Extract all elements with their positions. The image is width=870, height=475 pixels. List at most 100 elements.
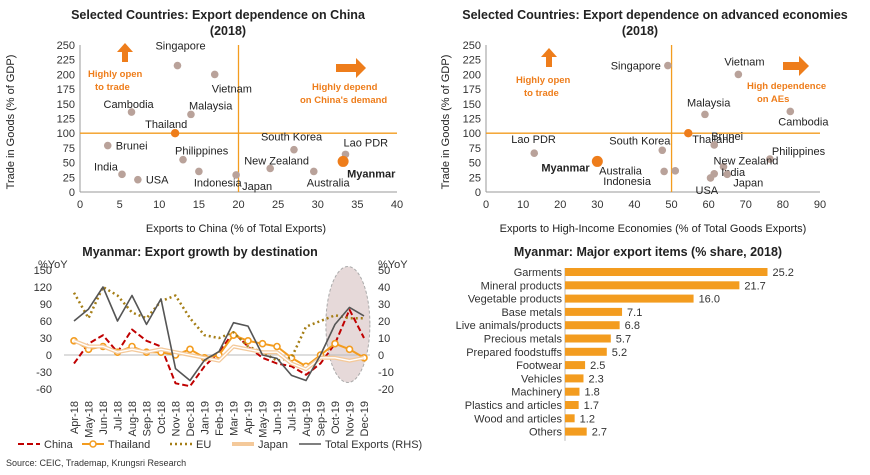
- arrow-right-icon: [783, 56, 809, 76]
- x-tick-label: 40: [391, 199, 403, 211]
- bar-value-label: 2.5: [590, 360, 605, 372]
- y-right-tick-label: 10: [378, 333, 390, 345]
- data-point: [232, 171, 240, 179]
- y-tick-label: 225: [463, 55, 481, 67]
- y-tick-label: 25: [63, 172, 75, 184]
- category-label: Footwear: [516, 360, 562, 372]
- point-label: Brunei: [116, 141, 148, 153]
- point-label: Vietnam: [212, 83, 252, 95]
- series-line-japan-inner: [73, 340, 365, 370]
- y-tick-label: 25: [469, 172, 481, 184]
- y-tick-label: 175: [57, 84, 75, 96]
- y-tick-label: 50: [63, 158, 75, 170]
- bar: [565, 414, 575, 423]
- china-chart-title: Selected Countries: Export dependence on…: [71, 8, 366, 22]
- x-tick-label: 20: [232, 199, 244, 211]
- bar-value-label: 1.7: [584, 400, 599, 412]
- y-tick-label: 125: [463, 114, 481, 126]
- growth-plot-area: 150 120 90 60 30 0 -30 -60 50 40 30 20 10 0 -10 -20 Apr-…: [34, 265, 394, 438]
- legend-label: China: [44, 439, 74, 451]
- x-tick-label: Oct-18: [156, 401, 168, 434]
- china-y-axis-label: Trade in Goods (% of GDP): [5, 55, 17, 190]
- series-marker: [273, 342, 281, 351]
- data-point: [710, 141, 719, 149]
- point-label: Singapore: [155, 41, 205, 53]
- point-label: Lao PDR: [343, 137, 388, 149]
- y-left-tick-label: 0: [46, 350, 52, 362]
- point-label: Australia: [599, 165, 643, 177]
- y-left-tick-label: 90: [40, 299, 52, 311]
- bar: [565, 268, 768, 276]
- data-point: [118, 170, 126, 179]
- data-point: [719, 162, 728, 171]
- x-tick-label: Apr-18: [69, 401, 81, 434]
- point-label: New Zealand: [714, 156, 779, 168]
- data-point: [173, 61, 182, 70]
- x-tick-label: 30: [591, 199, 603, 211]
- y-right-tick-label: -20: [378, 384, 394, 396]
- growth-right-axis-unit: %YoY: [378, 259, 408, 271]
- x-tick-label: Dec-18: [185, 401, 197, 436]
- series-marker: [258, 339, 267, 348]
- x-tick-label: May-18: [84, 401, 96, 438]
- x-tick-label: Nov-18: [171, 401, 183, 436]
- bar: [565, 321, 620, 330]
- point-label: Thailand: [145, 119, 187, 131]
- bar: [565, 334, 611, 343]
- china-annotation-open-1: Highly open: [88, 69, 143, 80]
- bar-value-label: 21.7: [744, 280, 765, 292]
- y-tick-label: 250: [463, 40, 481, 52]
- point-label: Vietnam: [724, 56, 764, 68]
- bar: [565, 294, 694, 303]
- point-label: USA: [696, 185, 719, 197]
- category-label: Others: [529, 427, 563, 439]
- point-label: Myanmar: [347, 168, 396, 180]
- series-line-eu: [72, 285, 364, 362]
- growth-legend: China Thailand EU Japan Total Exports (RHS): [18, 439, 422, 451]
- source-note: Source: CEIC, Trademap, Krungsri Researc…: [6, 458, 187, 468]
- x-tick-label: Jul-19: [287, 401, 299, 431]
- category-label: Precious metals: [484, 334, 563, 346]
- x-tick-label: 0: [483, 199, 489, 211]
- x-tick-label: Sep-19: [316, 401, 328, 436]
- advanced-annotation-aes-2: on AEs: [757, 94, 789, 105]
- bar: [565, 281, 740, 290]
- x-tick-label: 80: [777, 199, 789, 211]
- point-label: Cambodia: [778, 116, 829, 128]
- x-tick-label: Jun-19: [272, 401, 284, 435]
- advanced-scatter-chart: Selected Countries: Export dependence on…: [440, 8, 848, 235]
- export-growth-chart: Myanmar: Export growth by destination %Y…: [18, 245, 422, 451]
- highlight-ellipse: [325, 266, 371, 383]
- y-left-tick-label: 150: [34, 265, 52, 277]
- bar-value-label: 2.3: [588, 373, 603, 385]
- bar: [565, 401, 579, 409]
- x-tick-label: Aug-19: [301, 401, 313, 436]
- data-point: [337, 155, 349, 167]
- y-tick-label: 0: [69, 187, 75, 199]
- y-right-tick-label: -10: [378, 367, 394, 379]
- china-annotation-open-2: to trade: [95, 82, 130, 93]
- data-point: [210, 70, 219, 79]
- point-label: Cambodia: [104, 99, 155, 111]
- y-left-tick-label: 30: [40, 333, 52, 345]
- x-tick-label: Jun-18: [98, 401, 110, 435]
- bar-value-label: 2.7: [592, 427, 607, 439]
- data-point: [684, 129, 693, 138]
- data-point: [723, 170, 732, 179]
- x-tick-label: Jul-18: [113, 401, 125, 431]
- x-tick-label: 20: [554, 199, 566, 211]
- data-point: [195, 167, 203, 176]
- bar-value-label: 6.8: [625, 320, 640, 332]
- advanced-annotation-aes-1: High dependence: [747, 81, 826, 92]
- data-point: [179, 155, 187, 164]
- x-tick-label: 10: [517, 199, 529, 211]
- y-tick-label: 150: [57, 99, 75, 111]
- data-point: [187, 110, 195, 119]
- y-tick-label: 50: [469, 158, 481, 170]
- bar-value-label: 5.7: [616, 334, 631, 346]
- data-point: [290, 145, 298, 154]
- bar: [565, 307, 623, 316]
- advanced-chart-year: (2018): [622, 24, 658, 38]
- x-tick-label: Jan-19: [200, 401, 212, 435]
- advanced-y-axis-label: Trade in Goods (% of GDP): [440, 55, 452, 190]
